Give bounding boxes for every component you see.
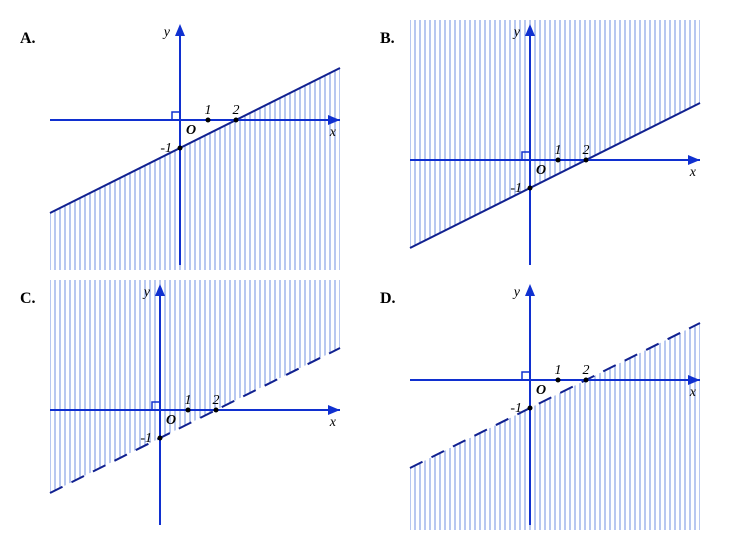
svg-text:y: y <box>512 25 521 40</box>
panel-A-svg: 1 2 -1 x y O <box>20 20 350 270</box>
svg-text:O: O <box>536 163 546 178</box>
svg-text:1: 1 <box>185 393 192 408</box>
svg-text:-1: -1 <box>160 141 172 156</box>
svg-text:2: 2 <box>233 103 240 118</box>
svg-text:y: y <box>162 25 171 40</box>
svg-text:-1: -1 <box>510 181 522 196</box>
svg-text:O: O <box>186 123 196 138</box>
panel-B: B. 1 2 -1 x y O <box>380 20 720 270</box>
panel-D: D. 1 2 -1 x y O <box>380 280 720 530</box>
svg-text:1: 1 <box>555 143 562 158</box>
panel-C-svg: 1 2 -1 x y O <box>20 280 350 530</box>
svg-text:O: O <box>536 383 546 398</box>
svg-text:y: y <box>142 285 151 300</box>
svg-text:x: x <box>329 125 337 140</box>
svg-text:O: O <box>166 413 176 428</box>
svg-text:-1: -1 <box>510 401 522 416</box>
svg-text:x: x <box>689 165 697 180</box>
svg-text:-1: -1 <box>140 431 152 446</box>
panel-B-label: B. <box>380 30 395 48</box>
panel-D-label: D. <box>380 290 396 308</box>
panel-B-svg: 1 2 -1 x y O <box>380 20 710 270</box>
svg-text:2: 2 <box>583 363 590 378</box>
svg-text:y: y <box>512 285 521 300</box>
panel-D-svg: 1 2 -1 x y O <box>380 280 710 530</box>
panel-grid: A. 1 2 -1 x y O B. 1 2 -1 x y O C. 1 2 -1 x y O D. 1 2 -1… <box>20 20 720 530</box>
svg-text:1: 1 <box>205 103 212 118</box>
svg-text:1: 1 <box>555 363 562 378</box>
svg-text:2: 2 <box>213 393 220 408</box>
panel-A: A. 1 2 -1 x y O <box>20 20 360 270</box>
panel-A-label: A. <box>20 30 36 48</box>
svg-text:x: x <box>689 385 697 400</box>
svg-text:2: 2 <box>583 143 590 158</box>
panel-C-label: C. <box>20 290 36 308</box>
panel-C: C. 1 2 -1 x y O <box>20 280 360 530</box>
svg-text:x: x <box>329 415 337 430</box>
